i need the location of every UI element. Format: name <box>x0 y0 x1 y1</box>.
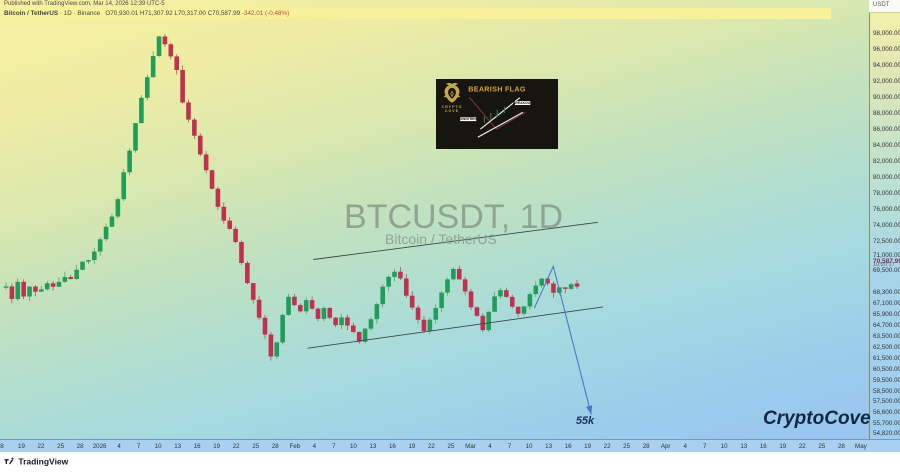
svg-text:BREAKOUT: BREAKOUT <box>513 101 533 105</box>
svg-text:DOWNTREND: DOWNTREND <box>457 117 480 121</box>
svg-text:BEARISH FLAG: BEARISH FLAG <box>468 85 526 94</box>
svg-text:55k: 55k <box>576 415 595 427</box>
